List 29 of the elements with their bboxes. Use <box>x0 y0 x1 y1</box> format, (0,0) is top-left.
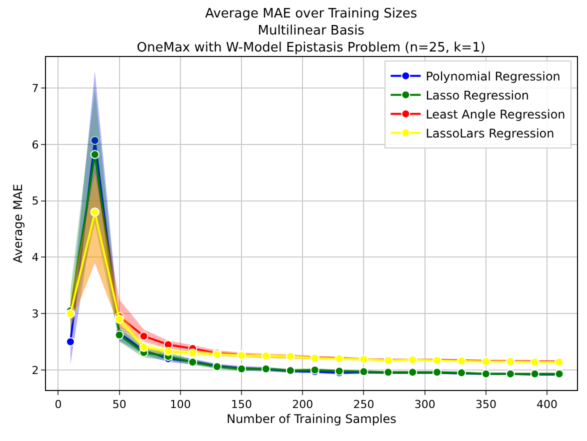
x-tick-label: 300 <box>414 398 436 412</box>
y-axis-title: Average MAE <box>11 184 26 264</box>
point <box>90 136 100 145</box>
point <box>164 346 173 356</box>
y-tick-label: 4 <box>32 251 39 264</box>
y-tick-label: 5 <box>32 194 39 208</box>
x-tick-label: 400 <box>536 398 558 412</box>
x-tick-label: 50 <box>112 398 126 412</box>
legend-label: Polynomial Regression <box>426 70 560 84</box>
legend-label: Lasso Regression <box>426 88 530 103</box>
y-tick-label: 3 <box>32 307 39 320</box>
y-tick-label: 7 <box>32 82 39 95</box>
x-tick-label: 150 <box>231 398 252 412</box>
legend-label: LassoLars Regression <box>426 126 554 141</box>
point <box>66 337 75 346</box>
x-tick-label: 350 <box>475 398 496 412</box>
y-tick-label: 6 <box>32 138 39 152</box>
x-tick-label: 0 <box>54 398 62 412</box>
x-tick-label: 250 <box>353 398 374 412</box>
point <box>114 314 124 324</box>
point <box>90 150 100 160</box>
x-tick-label: 100 <box>170 398 191 412</box>
chart-title: Average MAE over Training Sizes Multilinear Basis OneMax with W-Model Epistasis Problem (n=25, k=1) <box>136 6 486 56</box>
x-axis-title: Number of Training Samples <box>226 412 396 426</box>
point <box>139 332 148 341</box>
y-tick-label: 2 <box>32 364 39 377</box>
point <box>139 342 148 352</box>
x-tick-label: 200 <box>292 398 314 412</box>
legend-label: Least Angle Regression <box>426 108 566 122</box>
